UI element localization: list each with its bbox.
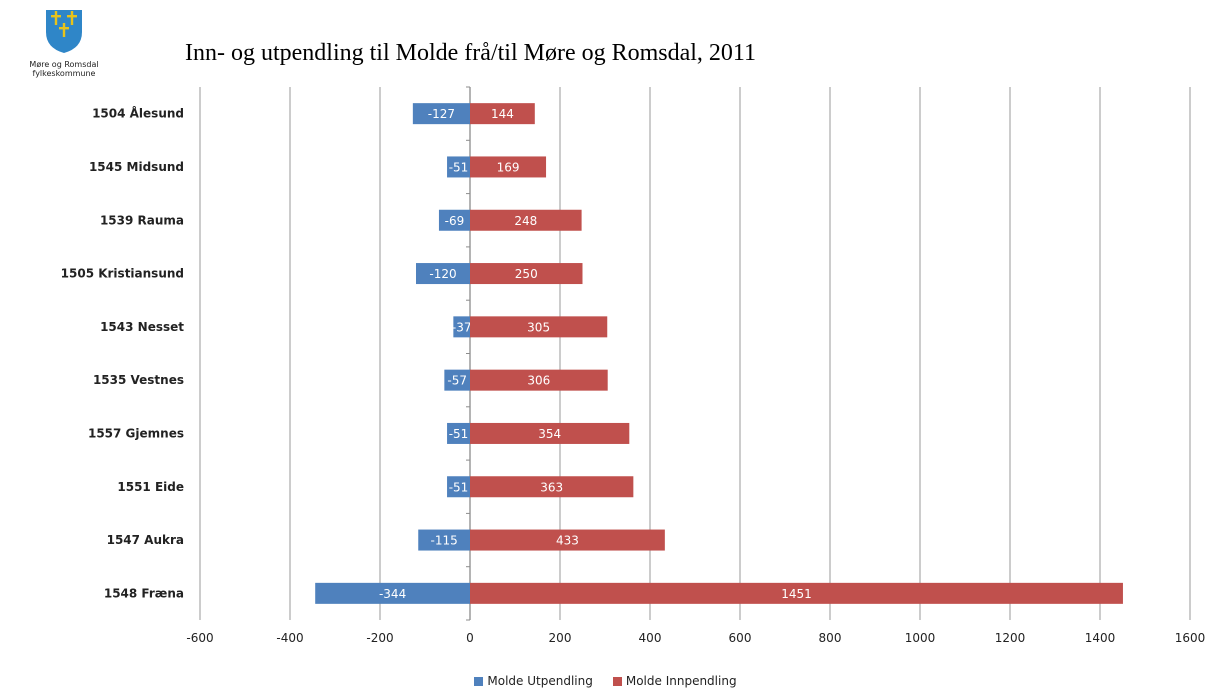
x-tick-label: 800 [819, 631, 842, 645]
x-tick-label: -400 [276, 631, 303, 645]
logo-cross-vertical [70, 11, 74, 25]
bar-value-label: 363 [540, 480, 563, 494]
x-tick-label: 600 [729, 631, 752, 645]
bar-value-label: -51 [449, 480, 469, 494]
category-label: 1535 Vestnes [93, 373, 184, 387]
bar-value-label: -57 [447, 374, 467, 388]
bar [470, 103, 535, 125]
bar-value-label: 433 [556, 534, 579, 548]
organization-name: Møre og Romsdal fylkeskommune [29, 60, 99, 78]
category-label: 1505 Kristiansund [61, 267, 184, 281]
category-label: 1548 Fræna [104, 586, 184, 600]
bar [470, 209, 582, 231]
category-label: 1557 Gjemnes [88, 426, 184, 440]
chart-legend: Molde Utpendling Molde Innpendling [0, 674, 1211, 689]
coat-of-arms-icon [46, 10, 82, 53]
legend-label: Molde Utpendling [487, 674, 593, 688]
x-tick-label: -200 [366, 631, 393, 645]
bar [412, 103, 470, 125]
legend-item: Molde Utpendling [474, 674, 593, 688]
bar [438, 209, 470, 231]
legend-item: Molde Innpendling [612, 674, 737, 688]
x-tick-label: 1000 [905, 631, 936, 645]
bar-value-label: -69 [445, 214, 465, 228]
x-tick-label: -600 [186, 631, 213, 645]
bar-value-label: 169 [497, 160, 520, 174]
x-tick-label: 400 [639, 631, 662, 645]
category-label: 1539 Rauma [100, 213, 184, 227]
bar-value-label: 306 [527, 374, 550, 388]
logo-cross-vertical [54, 11, 58, 25]
x-tick-label: 0 [466, 631, 474, 645]
category-label: 1543 Nesset [100, 320, 184, 334]
bar-value-label: 144 [491, 107, 514, 121]
x-tick-label: 1600 [1175, 631, 1206, 645]
category-label: 1547 Aukra [107, 533, 184, 547]
category-label: 1504 Ålesund [92, 106, 184, 121]
bar-value-label: -127 [428, 107, 455, 121]
x-tick-label: 1200 [995, 631, 1026, 645]
bar [470, 263, 583, 285]
bar-value-label: -51 [449, 427, 469, 441]
category-label: 1551 Eide [117, 480, 184, 494]
bar [315, 582, 470, 604]
legend-label: Molde Innpendling [625, 674, 737, 688]
logo-cross-vertical [62, 23, 66, 37]
bar [470, 476, 634, 498]
x-tick-label: 200 [549, 631, 572, 645]
bar-value-label: 1451 [781, 587, 812, 601]
bar [470, 369, 608, 391]
bar-value-label: -37 [452, 320, 472, 334]
bar-value-label: -115 [431, 534, 458, 548]
bar [470, 156, 547, 178]
bar [470, 316, 608, 338]
x-tick-label: 1400 [1085, 631, 1116, 645]
bar [447, 422, 470, 444]
bar-value-label: -344 [379, 587, 406, 601]
bar-value-label: -51 [449, 160, 469, 174]
bar-value-label: 305 [527, 320, 550, 334]
bar-value-label: 248 [514, 214, 537, 228]
legend-swatch [474, 676, 484, 686]
county-logo: Møre og Romsdal fylkeskommune [6, 8, 122, 78]
logo-cross-horizontal [59, 27, 69, 30]
bar-value-label: 250 [515, 267, 538, 281]
chart-title: Inn- og utpendling til Molde frå/til Mør… [185, 40, 757, 66]
bar [416, 263, 470, 285]
bar [444, 369, 470, 391]
bar [418, 529, 470, 551]
category-label: 1545 Midsund [89, 160, 184, 174]
bar [470, 529, 665, 551]
bar-value-label: -120 [429, 267, 456, 281]
bar [470, 422, 630, 444]
bar-value-label: 354 [538, 427, 561, 441]
legend-swatch [612, 676, 622, 686]
logo-cross-horizontal [67, 15, 77, 18]
logo-cross-horizontal [51, 15, 61, 18]
bar [447, 156, 470, 178]
bar [470, 582, 1123, 604]
bar [447, 476, 470, 498]
bar [453, 316, 470, 338]
